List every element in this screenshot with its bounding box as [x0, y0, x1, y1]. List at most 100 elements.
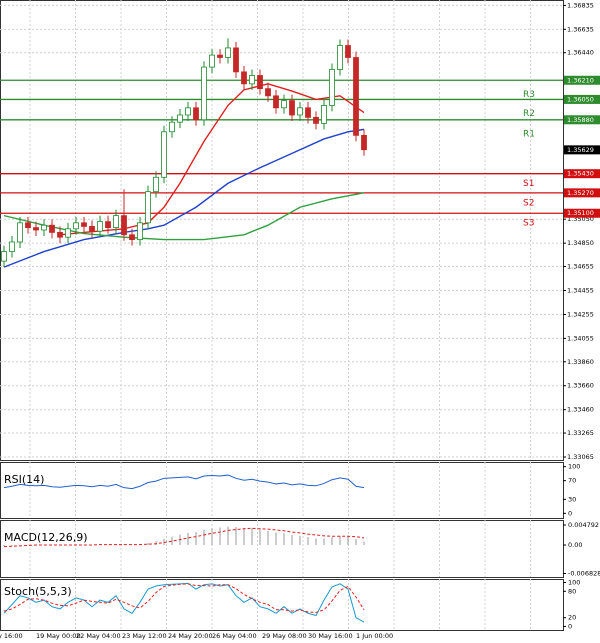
- panel-frame: [0, 462, 564, 519]
- candle-body: [17, 222, 23, 243]
- candle-body: [329, 69, 335, 106]
- level-name: R2: [523, 109, 535, 119]
- candle-body: [25, 222, 31, 229]
- y-tick-label: 1.33860: [567, 358, 594, 366]
- moving-average: [59, 83, 365, 236]
- candle-body: [265, 88, 271, 97]
- y-tick-label: 1.34455: [567, 286, 594, 294]
- candle-body: [289, 100, 295, 116]
- candle-body: [273, 95, 279, 109]
- y-tick-label: 0: [568, 622, 572, 630]
- candle-body: [321, 105, 327, 124]
- candle-body: [89, 226, 95, 232]
- last-price-label: 1.35629: [567, 146, 594, 154]
- candle-body: [249, 75, 255, 85]
- x-tick-label: y 16:00: [0, 632, 23, 640]
- candle-body: [297, 107, 303, 116]
- candle-body: [57, 231, 63, 238]
- indicator-line: [3, 583, 365, 613]
- level-value-label: 1.36050: [567, 95, 594, 103]
- y-tick-label: 1.33265: [567, 429, 594, 437]
- level-box: [564, 169, 600, 179]
- candle-body: [1, 251, 7, 262]
- x-tick-label: 29 May 08:00: [262, 632, 307, 640]
- candle-body: [65, 228, 71, 238]
- level-value-label: 1.36210: [567, 76, 594, 84]
- x-tick-label: 19 May 00:00: [36, 632, 81, 640]
- level-box: [564, 115, 600, 125]
- x-tick-label: 1 Jun 00:00: [356, 632, 393, 640]
- level-value-label: 1.35880: [567, 116, 594, 124]
- level-name: S3: [523, 219, 534, 229]
- candle-body: [33, 227, 39, 231]
- candle-body: [361, 134, 367, 151]
- y-tick-label: 1.33065: [567, 453, 594, 461]
- candle-body: [353, 57, 359, 136]
- candle-body: [169, 121, 175, 133]
- candle-body: [217, 54, 223, 58]
- level-value-label: 1.35100: [567, 209, 594, 217]
- candle-body: [145, 191, 151, 224]
- y-tick-label: 1.36635: [567, 25, 594, 33]
- indicator-label: RSI(14): [4, 473, 44, 486]
- candle-body: [161, 131, 167, 178]
- level-box: [564, 208, 600, 218]
- panel-frame: [0, 579, 564, 631]
- level-name: S1: [523, 179, 534, 189]
- x-tick-label: 30 May 16:00: [308, 632, 353, 640]
- candle-body: [201, 66, 207, 121]
- y-tick-label: 1.33460: [567, 406, 594, 414]
- indicator-label: MACD(12,26,9): [4, 531, 88, 544]
- y-tick-label: -0.006828: [568, 569, 600, 577]
- y-tick-label: 1.35050: [567, 215, 594, 223]
- candle-body: [177, 114, 183, 123]
- y-tick-label: 1.34255: [567, 310, 594, 318]
- candle-body: [97, 221, 103, 232]
- candle-body: [105, 221, 111, 229]
- candle-body: [209, 54, 215, 68]
- panel-frame: [0, 520, 564, 578]
- y-tick-label: 0.004792: [568, 521, 599, 529]
- candle-body: [185, 107, 191, 116]
- indicator-label: Stoch(5,5,3): [4, 585, 72, 598]
- candle-body: [113, 215, 119, 229]
- level-name: R1: [523, 129, 535, 139]
- candle-body: [153, 176, 159, 193]
- y-tick-label: 80: [568, 587, 576, 595]
- y-tick-label: 1.34055: [567, 334, 594, 342]
- y-tick-label: 20: [568, 614, 576, 622]
- y-tick-label: 1.34655: [567, 263, 594, 271]
- y-tick-label: 1.33660: [567, 382, 594, 390]
- moving-average: [3, 128, 365, 268]
- level-box: [564, 75, 600, 85]
- last-price-box: [564, 145, 600, 155]
- y-tick-label: 0: [568, 509, 572, 517]
- candle-body: [225, 47, 231, 58]
- y-tick-label: 100: [568, 463, 580, 471]
- level-name: R3: [523, 90, 535, 100]
- level-name: S2: [523, 198, 534, 208]
- candle-body: [257, 75, 263, 90]
- y-tick-label: 70: [568, 477, 576, 485]
- y-tick-label: 100: [568, 579, 580, 587]
- candle-body: [193, 107, 199, 121]
- indicator-line: [3, 527, 365, 548]
- candle-body: [337, 45, 343, 70]
- candle-body: [305, 107, 311, 118]
- candle-body: [121, 215, 127, 236]
- x-tick-label: 22 May 04:00: [76, 632, 121, 640]
- x-tick-label: 26 May 04:00: [212, 632, 257, 640]
- candle-body: [9, 241, 15, 252]
- indicator-line: [3, 474, 365, 490]
- candle-body: [129, 234, 135, 240]
- level-value-label: 1.35270: [567, 189, 594, 197]
- y-tick-label: 1.34850: [567, 239, 594, 247]
- candle-body: [345, 45, 351, 58]
- candle-body: [49, 224, 55, 233]
- y-tick-label: 30: [568, 495, 576, 503]
- candle-body: [73, 222, 79, 230]
- level-value-label: 1.35430: [567, 170, 594, 178]
- x-tick-label: 23 May 12:00: [122, 632, 167, 640]
